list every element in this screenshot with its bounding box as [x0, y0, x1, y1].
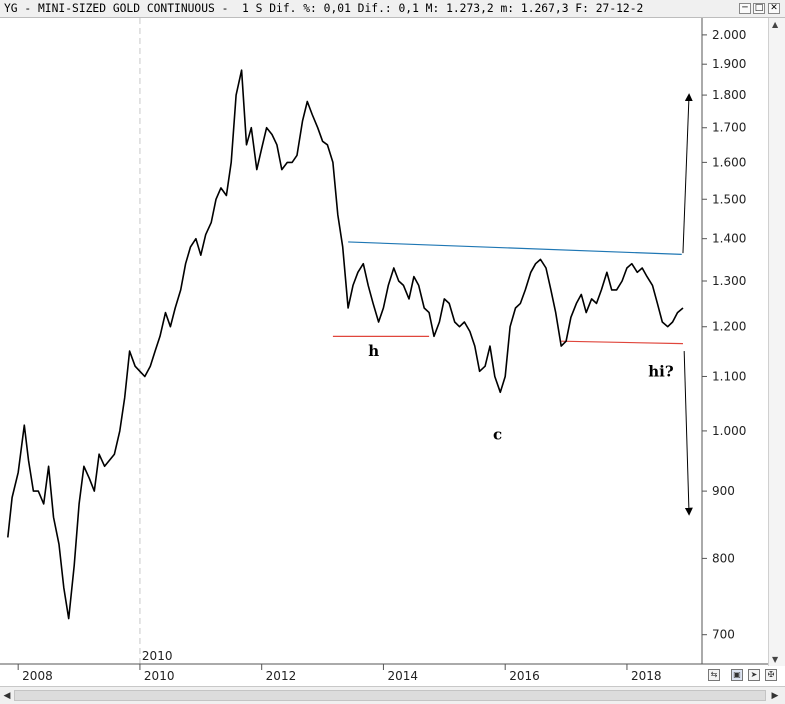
x-tick-label: 2018 — [631, 669, 662, 683]
x-tick-label: 2016 — [509, 669, 540, 683]
chevron-right-icon[interactable]: ▶ — [771, 691, 779, 701]
annotation-label: h — [368, 342, 379, 360]
y-axis: 700 800 900 1.000 1.100 1.200 1.300 1.400 1.500 1… — [701, 18, 746, 664]
chevron-left-icon[interactable]: ◀ — [3, 691, 11, 701]
y-tick-label: 1.900 — [712, 57, 746, 71]
y-tick-label: 700 — [712, 628, 735, 642]
x-tick-label: 2014 — [387, 669, 418, 683]
y-tick-label: 800 — [712, 551, 735, 565]
y-tick-label: 1.000 — [712, 424, 746, 438]
x-tick-label: 2008 — [22, 669, 53, 683]
scroll-thumb[interactable] — [14, 690, 766, 701]
x-axis: 2008 2010 2012 2014 2016 2018 2010 — [0, 649, 785, 683]
maximize-button[interactable]: □ — [753, 3, 765, 14]
chevron-up-icon[interactable]: ▲ — [772, 20, 779, 29]
arrow-down — [683, 351, 693, 516]
horizontal-scrollbar[interactable]: ◀ ▶ — [0, 686, 785, 704]
annotation-label: hi? — [648, 362, 674, 380]
arrow-up — [682, 93, 693, 254]
y-tick-label: 1.800 — [712, 88, 746, 102]
y-tick-label: 1.600 — [712, 155, 746, 169]
pattern-annotations: h c hi? — [368, 342, 674, 443]
window-title: YG - MINI-SIZED GOLD CONTINUOUS - 1 S Di… — [4, 2, 644, 15]
chevron-down-icon[interactable]: ▼ — [772, 655, 779, 664]
y-tick-label: 1.300 — [712, 274, 746, 288]
title-bar: YG - MINI-SIZED GOLD CONTINUOUS - 1 S Di… — [0, 0, 785, 18]
x-top-label: 2010 — [142, 649, 173, 663]
vertical-scrollbar[interactable]: ▲ ▼ — [768, 18, 785, 666]
minimize-button[interactable]: ─ — [739, 3, 751, 14]
y-tick-label: 1.100 — [712, 369, 746, 383]
neckline-line — [348, 241, 682, 255]
price-chart: h c hi? 700 800 900 1.000 1.100 1.200 1.300 1.400… — [0, 18, 785, 683]
price-line — [7, 69, 684, 620]
y-tick-label: 1.500 — [712, 192, 746, 206]
y-tick-label: 1.200 — [712, 320, 746, 334]
y-tick-label: 900 — [712, 484, 735, 498]
projection-arrows — [682, 93, 693, 516]
annotation-label: c — [493, 426, 502, 444]
y-tick-label: 1.400 — [712, 232, 746, 246]
close-button[interactable]: ✕ — [768, 3, 780, 14]
x-tick-label: 2012 — [266, 669, 297, 683]
x-tick-label: 2010 — [144, 669, 175, 683]
save-icon[interactable]: ▣ — [731, 669, 743, 681]
y-tick-label: 2.000 — [712, 28, 746, 42]
y-tick-label: 1.700 — [712, 121, 746, 135]
trendlines — [332, 241, 683, 345]
pin-icon[interactable]: ➤ — [748, 669, 760, 681]
support-right-line — [561, 340, 683, 345]
cursor-icon[interactable]: ✠ — [765, 669, 777, 681]
price-series — [7, 69, 684, 620]
zoom-icon[interactable]: ⇆ — [708, 669, 720, 681]
